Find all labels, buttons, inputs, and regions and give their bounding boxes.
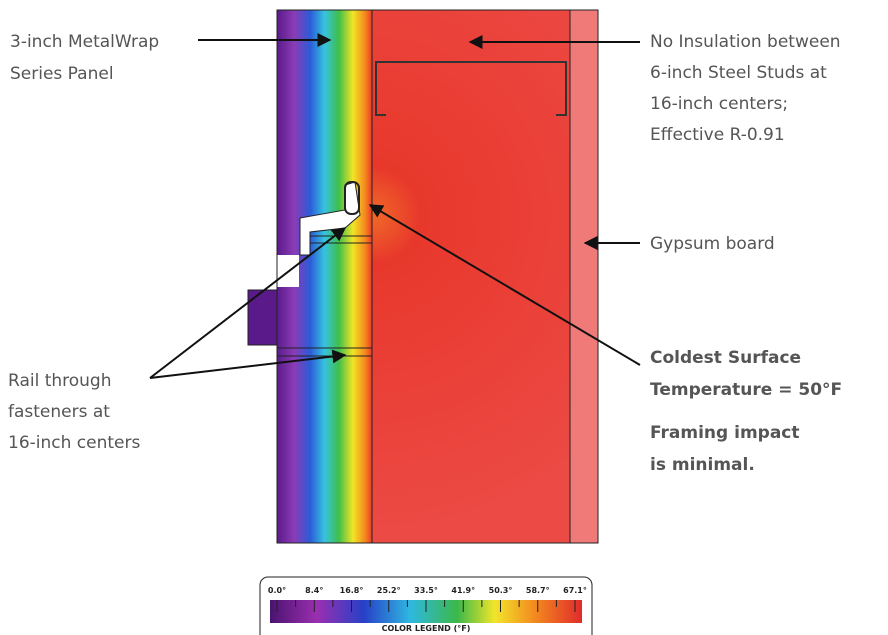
callout-text: 3-inch MetalWrap xyxy=(10,32,159,52)
callout-text: 16-inch centers; xyxy=(650,94,788,114)
thermal-wall xyxy=(247,9,599,544)
callout-text: Rail through xyxy=(8,371,112,391)
wall-outline xyxy=(276,9,599,544)
legend: COLOR LEGEND (°F) 0.0° 8.4° 16.8° 25.2° 33.5… xyxy=(259,576,593,635)
callout-text: No Insulation between xyxy=(650,32,841,52)
clip-hook xyxy=(344,181,360,215)
callout-text: is minimal. xyxy=(650,455,755,475)
callout-text: Effective R-0.91 xyxy=(650,125,785,145)
arrows xyxy=(149,33,641,379)
callout-text: Series Panel xyxy=(10,64,114,84)
legend-tick-label: 0.0° xyxy=(268,586,286,595)
callouts: 3-inch MetalWrap Series Panel No Insulatio… xyxy=(8,32,842,475)
arrow xyxy=(149,349,347,379)
arrow xyxy=(149,227,347,379)
gypsum-layer xyxy=(570,10,598,543)
callout-text: 6-inch Steel Studs at xyxy=(650,63,827,83)
legend-title: COLOR LEGEND (°F) xyxy=(382,624,471,633)
legend-tick-label: 8.4° xyxy=(305,586,323,595)
callout-text: 16-inch centers xyxy=(8,433,140,453)
arrow xyxy=(368,204,641,366)
stud-cavity xyxy=(372,10,570,543)
legend-tick-label: 50.3° xyxy=(489,586,513,595)
callout-text: Temperature = 50°F xyxy=(650,380,842,400)
legend-tick-label: 16.8° xyxy=(340,586,364,595)
callout-text: fasteners at xyxy=(8,402,110,422)
legend-tick-label: 25.2° xyxy=(377,586,401,595)
legend-tick-label: 67.1° xyxy=(563,586,587,595)
callout-text: Coldest Surface xyxy=(650,348,801,368)
callout-text: Framing impact xyxy=(650,423,800,443)
steel-stud xyxy=(375,61,567,116)
legend-tick-label: 41.9° xyxy=(451,586,475,595)
legend-tick-label: 58.7° xyxy=(526,586,550,595)
callout-text: Gypsum board xyxy=(650,234,775,254)
legend-tick-label: 33.5° xyxy=(414,586,438,595)
